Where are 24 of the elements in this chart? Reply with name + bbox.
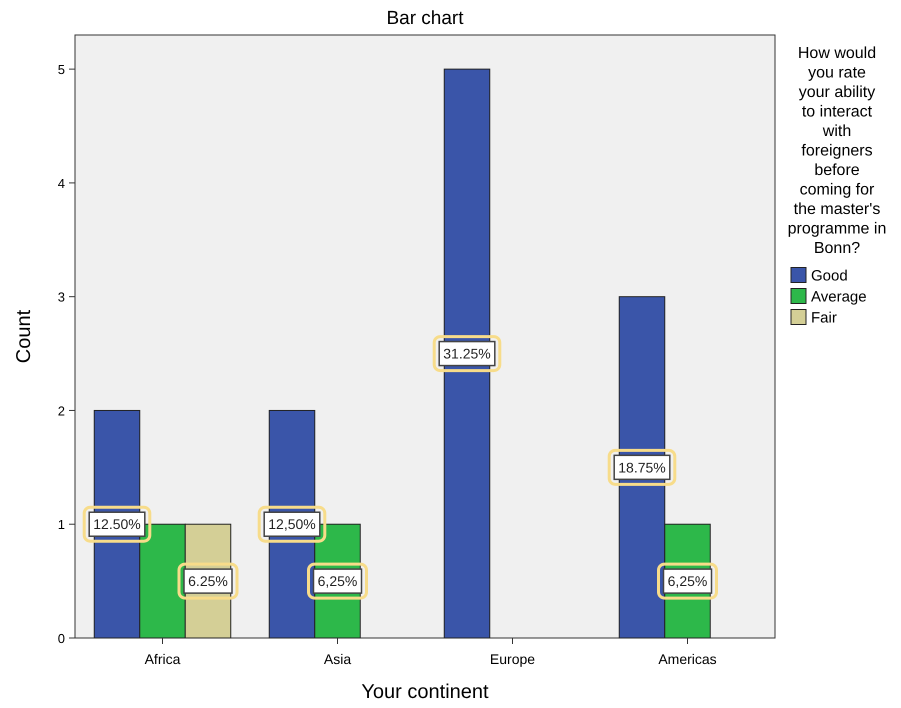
annotation: 6,25% (318, 573, 358, 590)
annotation: 31.25% (443, 346, 491, 362)
y-tick-label: 0 (58, 631, 65, 646)
y-axis-title: Count (13, 309, 35, 364)
x-tick-label: Americas (658, 651, 717, 667)
y-tick-label: 1 (58, 517, 65, 532)
text: How would you rate your ability to interact with foreigners before coming for the master's programme in Bonn? (788, 45, 886, 257)
y-tick-label: 3 (58, 290, 65, 305)
x-tick-label: Asia (324, 651, 352, 667)
y-tick-label: 4 (58, 176, 65, 191)
chart-title: Bar chart (386, 8, 464, 29)
annotation: 6,25% (668, 573, 708, 590)
y-tick-label: 2 (58, 403, 65, 418)
x-tick-label: Africa (144, 651, 181, 667)
annotation: 18.75% (618, 459, 666, 476)
annotation: 12.50% (93, 516, 141, 532)
annotation: 6.25% (188, 573, 228, 590)
y-tick-label: 5 (58, 62, 65, 78)
legend-label: Average (811, 288, 867, 306)
annotation: 12,50% (268, 516, 316, 532)
x-tick-label: Europe (490, 651, 536, 667)
x-axis-title: Your continent (361, 681, 490, 703)
legend-label: Good (811, 268, 848, 284)
legend-label: Fair (811, 310, 837, 326)
